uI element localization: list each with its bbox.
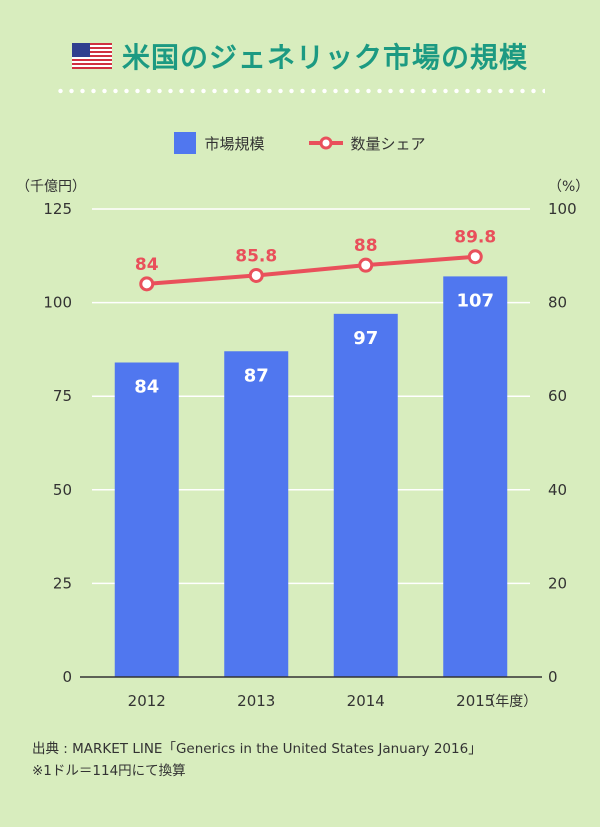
bar-value-label: 107 (456, 290, 494, 311)
bar-value-label: 97 (353, 328, 378, 349)
y-left-tick-label: 0 (62, 668, 72, 686)
y-right-tick-label: 60 (548, 387, 567, 405)
legend-label-share: 数量シェア (350, 134, 426, 153)
chart-canvas: 0 0 25 20 50 40 75 60 100 80 125 100 84 87 97 107 2012 20… (43, 200, 577, 710)
share-point (248, 267, 264, 283)
bar (443, 276, 508, 677)
y-left-tick-label: 25 (53, 574, 72, 592)
y-right-tick-label: 100 (548, 200, 577, 218)
y-right-tick-label: 40 (548, 481, 567, 499)
legend-item-share: 数量シェア (308, 133, 426, 154)
y-left-tick-label: 75 (53, 387, 72, 405)
bar (333, 313, 398, 677)
legend-label-market-size: 市場規模 (204, 134, 265, 153)
bar-value-label: 84 (134, 377, 159, 398)
share-value-label: 85.8 (235, 246, 277, 266)
chart-legend: 市場規模 数量シェア (0, 132, 600, 154)
y-left-tick-label: 50 (53, 481, 72, 499)
chart-title: 米国のジェネリック市場の規模 (121, 41, 528, 74)
y-right-tick-label: 0 (548, 668, 558, 686)
bar-value-label: 87 (244, 365, 269, 386)
bar (114, 362, 179, 677)
y-right-tick-label: 20 (548, 574, 567, 592)
x-tick-label: 2014 (347, 692, 385, 710)
y-left-tick-label: 100 (43, 294, 72, 312)
share-line (146, 254, 476, 286)
legend-bar-swatch (174, 132, 197, 154)
source-text: 出典 : MARKET LINE「Generics in the United … (32, 741, 482, 757)
share-point (139, 276, 155, 292)
chart-header: 米国のジェネリック市場の規模 (0, 36, 600, 76)
y-left-tick-label: 125 (43, 200, 72, 218)
y-right-tick-label: 80 (548, 294, 567, 312)
source-note: 出典 : MARKET LINE「Generics in the United … (32, 738, 482, 782)
x-tick-label: 2013 (237, 692, 275, 710)
y-left-axis-label: （千億円） (16, 179, 86, 195)
us-flag-icon (71, 43, 112, 69)
x-axis-unit-label: （年度） (481, 694, 537, 710)
currency-note: ※1ドル＝114円にて換算 (32, 763, 186, 779)
share-value-label: 88 (354, 236, 378, 256)
share-value-label: 89.8 (454, 228, 496, 248)
legend-line-swatch (308, 136, 343, 150)
share-point (467, 249, 483, 265)
dotted-divider (55, 88, 545, 94)
share-point (358, 257, 374, 273)
x-tick-label: 2012 (128, 692, 166, 710)
x-tick-label: 2015 (456, 692, 494, 710)
share-value-label: 84 (135, 255, 159, 275)
bar (224, 351, 289, 677)
legend-item-market-size: 市場規模 (174, 132, 265, 154)
y-right-axis-label: （%） (548, 179, 590, 195)
